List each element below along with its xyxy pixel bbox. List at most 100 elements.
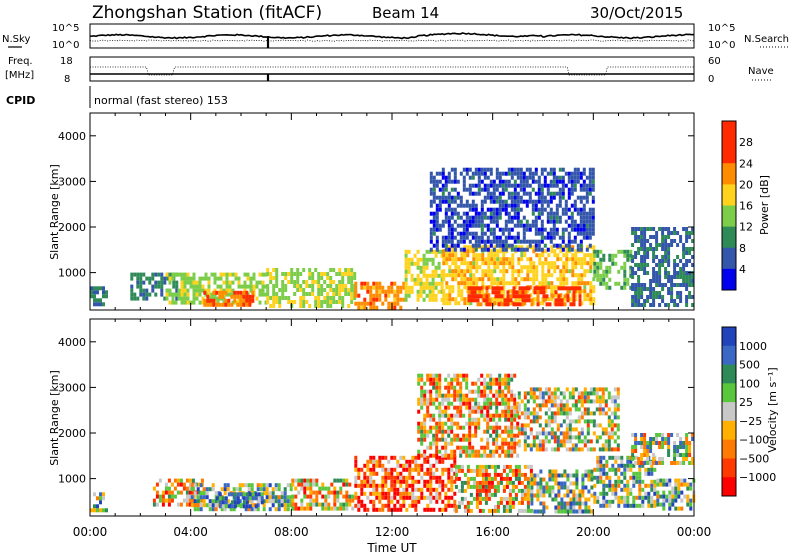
data-cell [559,443,563,448]
data-cell [289,483,293,488]
data-cell [165,292,169,297]
data-cell [402,475,406,480]
data-cell [420,421,424,426]
data-cell [478,496,482,501]
data-cell [245,294,249,299]
data-cell [221,496,225,501]
data-cell [682,271,686,275]
data-cell [572,298,576,303]
data-cell [484,476,488,481]
data-cell [557,298,561,303]
data-cell [528,239,532,244]
data-cell [417,449,421,454]
data-cell [294,506,298,511]
data-cell [559,399,563,404]
data-cell [190,483,194,488]
data-cell [616,407,620,412]
data-cell [468,183,472,188]
data-cell [655,295,659,299]
data-cell [539,509,543,514]
noise-left-label: N.Sky [2,34,30,45]
data-cell [566,501,570,506]
data-cell [559,273,563,278]
data-cell [369,293,373,298]
data-cell [489,377,493,382]
data-cell [416,293,420,298]
data-cell [416,273,420,278]
data-cell [326,292,330,296]
data-cell [414,459,418,464]
data-cell [605,285,609,290]
data-cell [294,494,298,499]
data-cell [338,300,342,304]
data-cell [457,281,461,286]
data-cell [536,473,540,478]
data-cell [676,453,680,457]
data-cell [489,211,493,216]
data-cell [432,463,436,468]
data-cell [569,509,573,514]
data-cell [500,286,504,291]
data-cell [474,239,478,244]
data-cell [507,429,511,434]
data-cell [202,499,206,504]
data-cell [447,195,451,200]
data-cell [517,297,521,302]
data-cell [428,257,432,262]
data-cell [668,482,672,487]
data-cell [408,475,412,480]
data-cell [441,183,445,188]
data-cell [596,467,600,472]
data-cell [578,501,582,506]
data-cell [457,293,461,298]
data-cell [444,215,448,220]
data-cell [585,247,589,252]
data-cell [444,219,448,224]
data-cell [347,292,351,296]
xtick-label: 16:00 [475,525,510,539]
data-cell [473,286,477,291]
data-cell [592,245,596,250]
data-cell [529,447,533,452]
data-cell [393,281,397,286]
data-cell [453,503,457,508]
data-cell [571,427,575,432]
data-cell [447,215,451,220]
data-cell [425,293,429,298]
data-cell [549,171,553,176]
data-cell [450,179,454,184]
data-cell [145,288,149,293]
data-cell [480,227,484,232]
data-cell [492,417,496,422]
data-cell [462,397,466,402]
data-cell [293,300,297,304]
data-cell [583,411,587,416]
data-cell [480,223,484,228]
data-cell [652,227,656,231]
data-cell [501,445,505,450]
data-cell [435,495,439,500]
data-cell [272,300,276,304]
data-cell [584,505,588,510]
data-cell [486,453,490,458]
data-cell [573,235,577,240]
data-cell [638,479,642,484]
data-cell [384,483,388,488]
data-cell [510,421,514,426]
data-cell [485,286,489,291]
colorbar-tick-label: 12 [739,221,753,234]
data-cell [302,268,306,272]
data-cell [480,203,484,208]
data-cell [607,443,611,448]
data-cell [459,409,463,414]
data-cell [572,286,576,291]
data-cell [468,175,472,180]
data-cell [670,295,674,299]
data-cell [551,489,555,494]
data-cell [553,415,557,420]
data-cell [530,481,534,486]
data-cell [605,483,609,488]
data-cell [450,239,454,244]
data-cell [450,167,454,172]
data-cell [523,472,527,477]
